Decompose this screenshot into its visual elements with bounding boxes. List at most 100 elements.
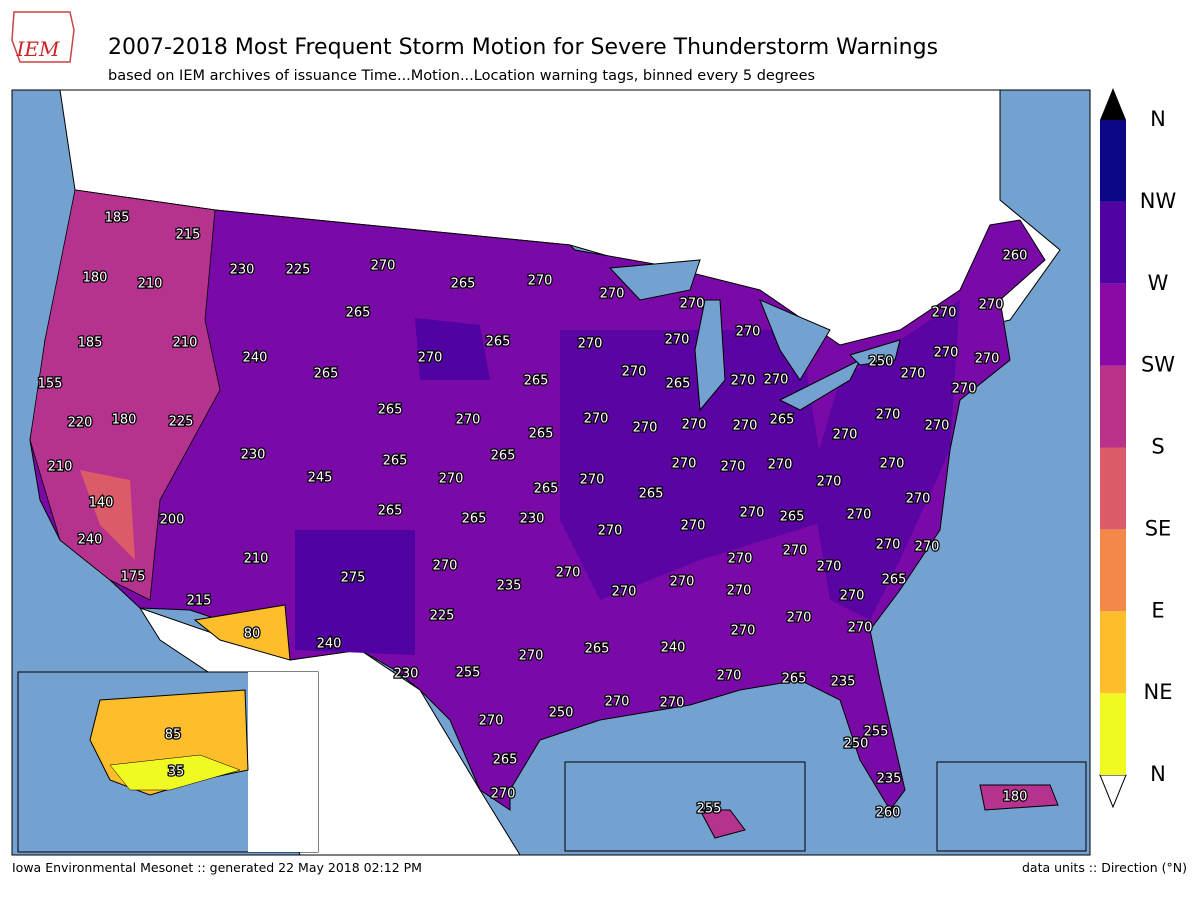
colorbar-tick-label: SE xyxy=(1145,516,1172,540)
map-label: 270 xyxy=(728,552,753,567)
alaska xyxy=(109,754,241,791)
lake xyxy=(694,299,726,412)
region xyxy=(415,318,490,380)
region xyxy=(193,604,291,661)
colorbar-extend xyxy=(1100,88,1126,120)
map-label: 265 xyxy=(486,335,511,350)
colorbar-tick-label: N xyxy=(1150,107,1166,131)
map-label: 250 xyxy=(844,737,869,752)
map-label: 270 xyxy=(876,538,901,553)
map-label: 270 xyxy=(932,306,957,321)
map-label: 265 xyxy=(378,403,403,418)
colorbar-segment xyxy=(1100,447,1126,530)
colorbar-segment xyxy=(1100,201,1126,284)
map-label: 180 xyxy=(1003,790,1028,805)
colorbar-tick-label: NE xyxy=(1144,680,1173,704)
map-label: 270 xyxy=(633,421,658,436)
map-label: 270 xyxy=(672,457,697,472)
map-label: 180 xyxy=(83,271,108,286)
map-label: 265 xyxy=(770,413,795,428)
map-label: 240 xyxy=(317,637,342,652)
map-label: 270 xyxy=(764,373,789,388)
map-label: 270 xyxy=(721,460,746,475)
map-label: 240 xyxy=(78,533,103,548)
map-label: 270 xyxy=(578,337,603,352)
map-label: 265 xyxy=(491,449,516,464)
map-label: 270 xyxy=(733,419,758,434)
colorbar-segment xyxy=(1100,693,1126,775)
title: 2007-2018 Most Frequent Storm Motion for… xyxy=(108,35,938,60)
map-label: 235 xyxy=(497,579,522,594)
puerto-rico xyxy=(979,784,1059,811)
map-label: 270 xyxy=(528,274,553,289)
map-label: 35 xyxy=(168,765,185,780)
map-label: 80 xyxy=(244,627,261,642)
map-label: 225 xyxy=(286,263,311,278)
map-label: 230 xyxy=(394,667,419,682)
map-label: 270 xyxy=(876,408,901,423)
map-label: 220 xyxy=(68,416,93,431)
map-label: 270 xyxy=(660,696,685,711)
map-label: 85 xyxy=(165,728,182,743)
map-label: 265 xyxy=(782,672,807,687)
map-label: 270 xyxy=(979,298,1004,313)
map-label: 175 xyxy=(121,570,146,585)
lake xyxy=(759,299,831,381)
lake xyxy=(778,358,862,411)
map-label: 270 xyxy=(439,472,464,487)
map-label: 270 xyxy=(598,524,623,539)
colorbar-segment xyxy=(1100,529,1126,612)
map-label: 270 xyxy=(670,575,695,590)
colorbar-segment xyxy=(1100,611,1126,694)
map-label: 270 xyxy=(848,621,873,636)
map-label: 255 xyxy=(697,802,722,817)
map-label: 270 xyxy=(833,428,858,443)
colorbar-tick-label: W xyxy=(1148,271,1169,295)
map-label: 265 xyxy=(780,510,805,525)
map-label: 270 xyxy=(584,412,609,427)
map-label: 265 xyxy=(534,482,559,497)
map-label: 255 xyxy=(864,725,889,740)
subtitle: based on IEM archives of issuance Time..… xyxy=(108,68,815,84)
map-label: 270 xyxy=(901,367,926,382)
map-label: 265 xyxy=(346,306,371,321)
map-label: 270 xyxy=(605,695,630,710)
map-label: 270 xyxy=(491,787,516,802)
colorbar-tick-label: S xyxy=(1151,435,1164,459)
map-label: 275 xyxy=(341,571,366,586)
colorbar-tick-label: NW xyxy=(1140,189,1177,213)
map-label: 265 xyxy=(639,487,664,502)
map-label: 265 xyxy=(462,512,487,527)
map-label: 265 xyxy=(585,642,610,657)
map-label: 270 xyxy=(952,382,977,397)
map-label: 270 xyxy=(717,669,742,684)
map-label: 240 xyxy=(243,351,268,366)
map-label: 270 xyxy=(736,325,761,340)
map-label: 210 xyxy=(244,552,269,567)
map-label: 225 xyxy=(430,609,455,624)
map-label: 215 xyxy=(176,228,201,243)
map-label: 240 xyxy=(661,641,686,656)
map-label: 230 xyxy=(520,512,545,527)
colorbar-tick-label: N xyxy=(1150,762,1166,786)
map-label: 265 xyxy=(666,377,691,392)
map-label: 270 xyxy=(433,559,458,574)
map-label: 270 xyxy=(731,624,756,639)
map-label: 250 xyxy=(549,706,574,721)
map-label: 270 xyxy=(906,492,931,507)
region xyxy=(560,330,830,600)
colorbar: N NE E SE S SW W NW N xyxy=(1099,88,1177,809)
map-label: 260 xyxy=(1003,249,1028,264)
map-label: 270 xyxy=(880,457,905,472)
map-label: 210 xyxy=(173,336,198,351)
footer-right: data units :: Direction (°N) xyxy=(1022,860,1187,875)
map-label: 270 xyxy=(925,419,950,434)
colorbar-segment xyxy=(1100,365,1126,448)
map-label: 270 xyxy=(975,352,1000,367)
map-label: 215 xyxy=(187,594,212,609)
map: 185 215 180 210 230 225 270 265 270 260 265 270 270 2… xyxy=(11,89,1091,856)
map-label: 235 xyxy=(831,675,856,690)
logo-outline xyxy=(11,11,75,63)
map-label: 270 xyxy=(731,374,756,389)
map-label: 265 xyxy=(314,367,339,382)
